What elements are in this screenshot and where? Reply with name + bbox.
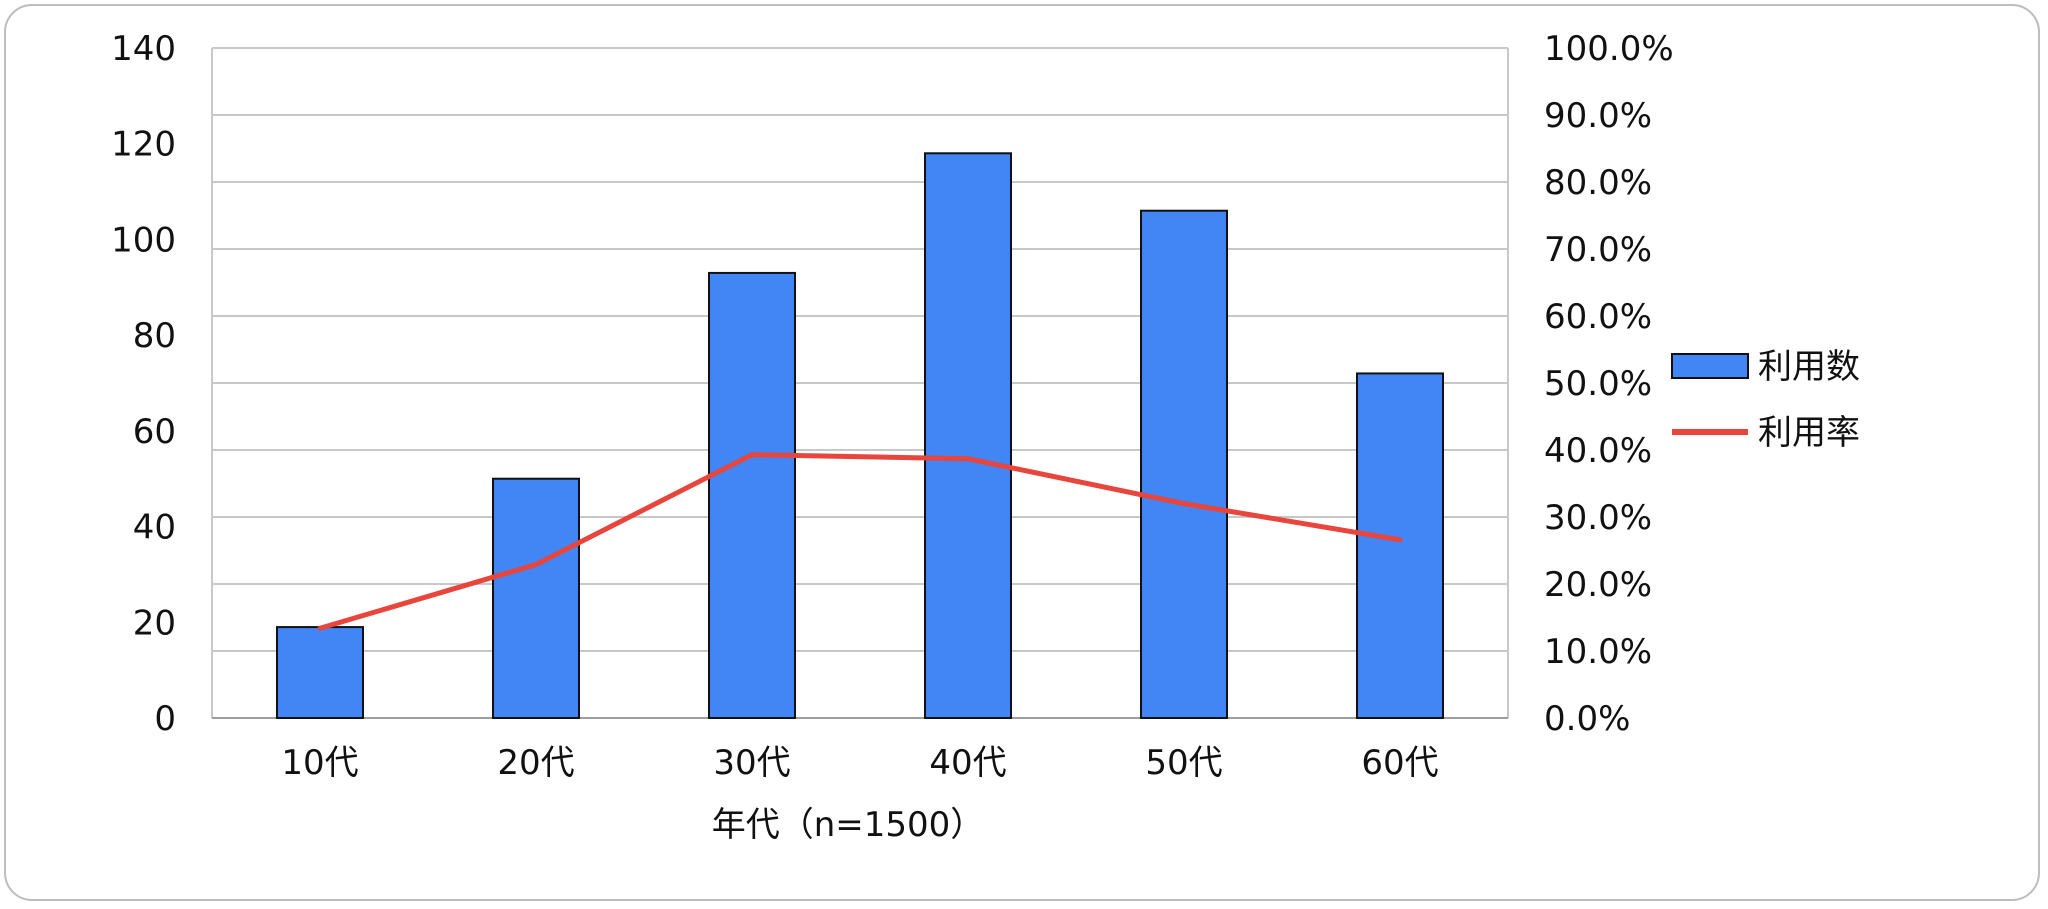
right-y-tick-label: 30.0%	[1544, 498, 1652, 538]
left-y-tick-label: 80	[133, 316, 176, 356]
chart-frame: 0 20 40 60 80 100 120 140 0.0% 10.0% 20.0% 30.0% 40…	[4, 4, 2040, 901]
legend-label-bar: 利用数	[1758, 347, 1860, 387]
right-y-tick-label: 10.0%	[1544, 632, 1652, 672]
bar-3	[708, 271, 796, 719]
line-series-usage-rate	[317, 452, 1403, 631]
right-y-tick-label: 40.0%	[1544, 431, 1652, 471]
x-tick-label: 30代	[713, 743, 790, 783]
bar-5	[1140, 209, 1228, 719]
right-y-tick-label: 0.0%	[1544, 699, 1630, 739]
usage-rate-line	[317, 452, 1403, 631]
legend-label-line: 利用率	[1758, 413, 1860, 453]
bar-1	[276, 626, 364, 719]
right-y-tick-label: 80.0%	[1544, 163, 1652, 203]
bar-6	[1356, 372, 1444, 719]
left-y-tick-label: 0	[154, 699, 176, 739]
right-y-tick-label: 90.0%	[1544, 96, 1652, 136]
left-y-tick-label: 40	[133, 508, 176, 548]
combo-chart: 0 20 40 60 80 100 120 140 0.0% 10.0% 20.0% 30.0% 40…	[111, 29, 1860, 845]
x-axis-title: 年代（n=1500）	[712, 805, 985, 845]
gridlines	[211, 47, 1509, 719]
legend-swatch-bar	[1671, 353, 1749, 379]
right-y-tick-label: 60.0%	[1544, 297, 1652, 337]
left-y-axis: 0 20 40 60 80 100 120 140	[111, 29, 176, 739]
x-tick-label: 50代	[1145, 743, 1222, 783]
x-tick-label: 20代	[497, 743, 574, 783]
right-y-axis: 0.0% 10.0% 20.0% 30.0% 40.0% 50.0% 60.0% 70.0% 8…	[1544, 29, 1674, 739]
left-y-tick-label: 100	[111, 220, 176, 260]
right-y-tick-label: 50.0%	[1544, 364, 1652, 404]
x-tick-label: 40代	[929, 743, 1006, 783]
x-tick-label: 60代	[1361, 743, 1438, 783]
legend: 利用数 利用率	[1671, 347, 1860, 453]
x-axis: 10代 20代 30代 40代 50代 60代	[281, 743, 1438, 783]
left-y-tick-label: 140	[111, 29, 176, 69]
bar-4	[924, 152, 1012, 720]
bar-series-usage-count	[276, 152, 1444, 720]
left-y-tick-label: 120	[111, 125, 176, 165]
x-tick-label: 10代	[281, 743, 358, 783]
right-y-tick-label: 100.0%	[1544, 29, 1674, 69]
bar-2	[492, 477, 580, 720]
left-y-tick-label: 60	[133, 412, 176, 452]
left-y-tick-label: 20	[133, 603, 176, 643]
right-y-tick-label: 70.0%	[1544, 230, 1652, 270]
right-y-tick-label: 20.0%	[1544, 565, 1652, 605]
